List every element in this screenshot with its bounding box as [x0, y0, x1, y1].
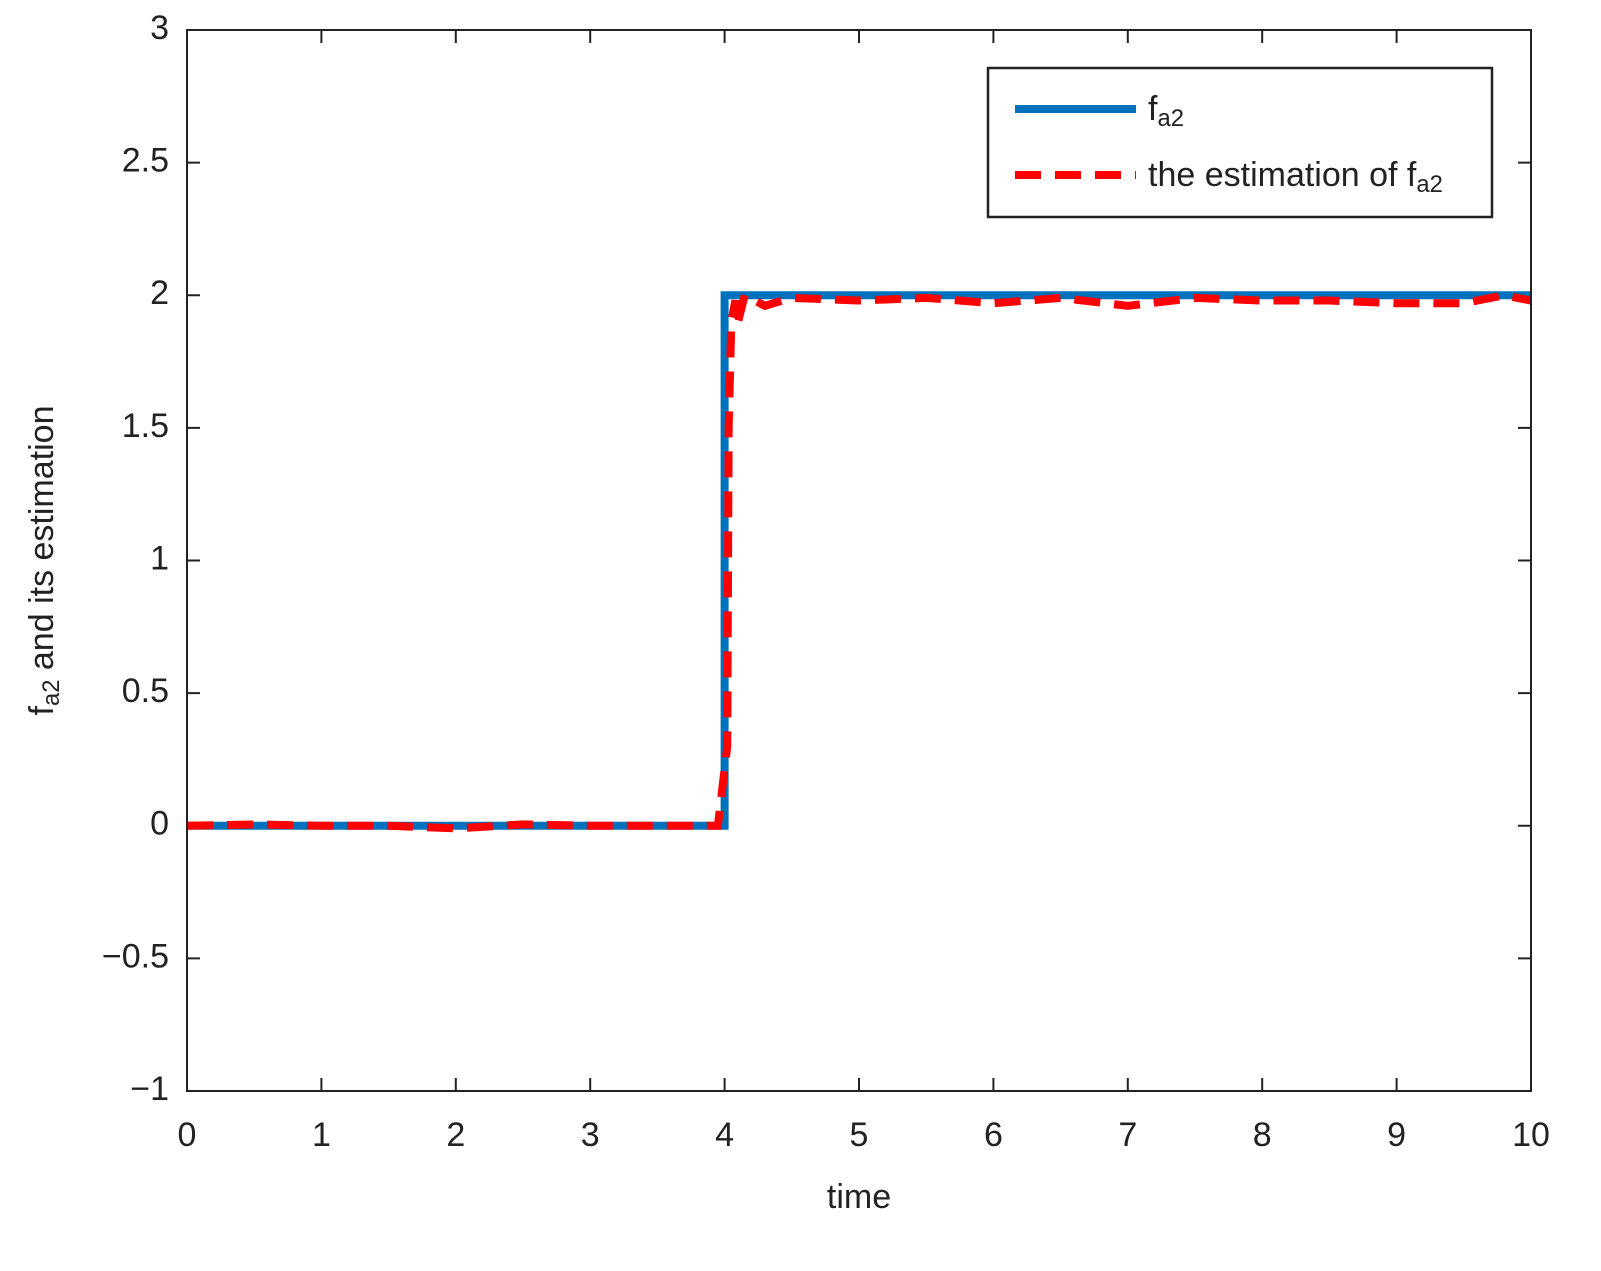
axes-box	[186, 29, 1532, 1092]
x-tick-label: 10	[1512, 1116, 1550, 1154]
y-tick-label: 2	[150, 274, 169, 312]
y-tick-label: 0.5	[122, 672, 169, 710]
legend-label: the estimation of fa2	[1148, 156, 1443, 198]
y-axis-label-part: a2	[38, 680, 65, 706]
x-tick-label: 6	[984, 1116, 1003, 1154]
legend-label: fa2	[1148, 90, 1184, 132]
y-tick-label: 2.5	[122, 142, 169, 180]
data-line	[186, 289, 1532, 833]
x-tick-label: 3	[581, 1116, 600, 1154]
x-axis-label: time	[827, 1178, 891, 1216]
data-line	[187, 291, 1531, 830]
legend-label-part: a2	[1416, 171, 1442, 198]
x-axis-label-part: time	[827, 1178, 891, 1216]
y-axis-label-part: and its estimation	[23, 406, 61, 680]
x-tick-label: 0	[178, 1116, 197, 1154]
x-tick-label: 5	[850, 1116, 869, 1154]
y-tick-label: −1	[130, 1070, 169, 1108]
y-axis-label-part: f	[23, 705, 61, 715]
y-tick-label: −0.5	[102, 937, 169, 975]
x-tick-label: 1	[312, 1116, 331, 1154]
x-tick-label: 9	[1387, 1116, 1406, 1154]
x-tick-label: 2	[446, 1116, 465, 1154]
x-tick-label: 8	[1253, 1116, 1272, 1154]
x-tick-label: 7	[1118, 1116, 1137, 1154]
legend-box	[986, 66, 1494, 219]
x-tick-label: 4	[715, 1116, 734, 1154]
y-tick-label: 0	[150, 805, 169, 843]
y-axis-label: fa2 and its estimation	[23, 406, 65, 716]
y-tick-label: 3	[150, 9, 169, 47]
legend-label-part: a2	[1157, 105, 1183, 132]
legend-label-part: the estimation of f	[1148, 156, 1417, 194]
y-tick-label: 1.5	[122, 407, 169, 445]
legend-label-part: f	[1148, 90, 1158, 128]
y-tick-label: 1	[150, 539, 169, 577]
